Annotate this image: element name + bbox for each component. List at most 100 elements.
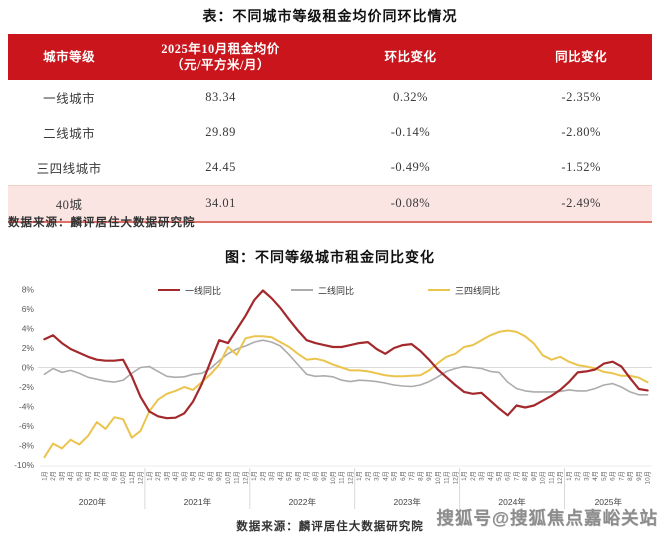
svg-text:-2%: -2% [19, 382, 35, 392]
svg-text:9月: 9月 [215, 471, 223, 481]
svg-text:6月: 6月 [294, 471, 302, 481]
svg-text:6%: 6% [22, 304, 35, 314]
cell-price: 24.45 [130, 150, 311, 186]
svg-text:2月: 2月 [469, 471, 477, 481]
header-city-tier: 城市等级 [8, 34, 131, 80]
svg-text:3月: 3月 [478, 471, 486, 481]
cell-yoy: -1.52% [510, 150, 652, 186]
legend-label-tier34: 三四线同比 [455, 285, 501, 296]
table-header-row: 城市等级 2025年10月租金均价 （元/平方米/月） 环比变化 同比变化 [8, 34, 652, 80]
chart-data-source: 数据来源：麟评居住大数据研究院 [236, 521, 424, 533]
series-line-2 [43, 329, 649, 459]
svg-text:7月: 7月 [303, 471, 311, 481]
svg-text:-4%: -4% [19, 402, 35, 412]
table-data-source: 数据来源：麟评居住大数据研究院 [8, 217, 196, 229]
svg-text:11月: 11月 [233, 471, 241, 484]
svg-text:1月: 1月 [145, 471, 153, 481]
svg-text:2020年: 2020年 [79, 497, 107, 507]
svg-text:10月: 10月 [644, 471, 652, 484]
cell-tier: 40城 [8, 185, 131, 222]
svg-text:2023年: 2023年 [393, 497, 421, 507]
svg-text:5月: 5月 [390, 471, 398, 481]
cell-yoy: -2.35% [510, 80, 652, 115]
header-avg-rent-line1: 2025年10月租金均价 [161, 42, 280, 56]
svg-text:12月: 12月 [556, 471, 564, 484]
cell-tier: 一线城市 [8, 80, 131, 115]
svg-text:0%: 0% [22, 363, 35, 373]
svg-text:5月: 5月 [600, 471, 608, 481]
cell-yoy: -2.49% [510, 185, 652, 222]
svg-text:12月: 12月 [137, 471, 145, 484]
svg-text:9月: 9月 [320, 471, 328, 481]
svg-text:2%: 2% [22, 343, 35, 353]
chart-title: 图：不同等级城市租金同比变化 [225, 251, 435, 266]
svg-text:4月: 4月 [172, 471, 180, 481]
svg-text:8月: 8月 [626, 471, 634, 481]
svg-text:10月: 10月 [329, 471, 337, 484]
y-axis-ticks: 8% 6% 4% 2% 0% -2% -4% -6% -8% -10% [14, 285, 34, 471]
year-separators [144, 468, 565, 509]
svg-text:3月: 3月 [582, 471, 590, 481]
svg-text:5月: 5月 [180, 471, 188, 481]
cell-mom: 0.32% [310, 80, 511, 115]
cell-price: 29.89 [130, 115, 311, 150]
svg-text:10月: 10月 [224, 471, 232, 484]
svg-text:4月: 4月 [67, 471, 75, 481]
svg-text:9月: 9月 [530, 471, 538, 481]
series-line-1 [43, 339, 649, 396]
svg-text:2月: 2月 [154, 471, 162, 481]
svg-text:4月: 4月 [486, 471, 494, 481]
series-line-0 [43, 289, 649, 420]
cell-mom: -0.08% [310, 185, 511, 222]
svg-text:9月: 9月 [635, 471, 643, 481]
svg-text:1月: 1月 [565, 471, 573, 481]
legend-item-tier2: 二线同比 [291, 284, 354, 296]
table-row-tier2: 二线城市 29.89 -0.14% -2.80% [8, 115, 652, 150]
svg-text:5月: 5月 [495, 471, 503, 481]
cell-tier: 二线城市 [8, 115, 131, 150]
svg-text:12月: 12月 [451, 471, 459, 484]
svg-text:7月: 7月 [408, 471, 416, 481]
svg-text:6月: 6月 [399, 471, 407, 481]
legend-dash-tier1-icon [158, 288, 180, 292]
svg-text:2022年: 2022年 [289, 497, 317, 507]
svg-text:8月: 8月 [102, 471, 110, 481]
header-avg-rent-line2: （元/平方米/月） [171, 58, 270, 72]
cell-mom: -0.49% [310, 150, 511, 186]
svg-text:8月: 8月 [416, 471, 424, 481]
svg-text:11月: 11月 [547, 471, 555, 484]
svg-text:6月: 6月 [609, 471, 617, 481]
legend-dash-tier34-icon [428, 288, 450, 292]
svg-text:10月: 10月 [119, 471, 127, 484]
svg-text:6月: 6月 [189, 471, 197, 481]
chart-canvas: 8% 6% 4% 2% 0% -2% -4% -6% -8% -10% 2020年 2021年 2022… [14, 285, 652, 509]
cell-yoy: -2.80% [510, 115, 652, 150]
svg-text:2月: 2月 [574, 471, 582, 481]
svg-text:2021年: 2021年 [184, 497, 212, 507]
svg-text:7月: 7月 [512, 471, 520, 481]
svg-text:3月: 3月 [163, 471, 171, 481]
svg-text:12月: 12月 [241, 471, 249, 484]
svg-text:3月: 3月 [268, 471, 276, 481]
svg-text:1月: 1月 [460, 471, 468, 481]
svg-text:9月: 9月 [425, 471, 433, 481]
svg-text:1月: 1月 [250, 471, 258, 481]
table-row-tier1: 一线城市 83.34 0.32% -2.35% [8, 80, 652, 115]
svg-text:7月: 7月 [198, 471, 206, 481]
svg-text:7月: 7月 [93, 471, 101, 481]
svg-text:8月: 8月 [521, 471, 529, 481]
svg-text:4%: 4% [22, 324, 35, 334]
x-axis-year-labels: 2020年 2021年 2022年 2023年 2024年 2025年 [79, 497, 623, 507]
svg-text:1月: 1月 [355, 471, 363, 481]
svg-text:8月: 8月 [206, 471, 214, 481]
table-row-tier34: 三四线城市 24.45 -0.49% -1.52% [8, 150, 652, 186]
svg-text:11月: 11月 [128, 471, 136, 484]
cell-mom: -0.14% [310, 115, 511, 150]
svg-text:8月: 8月 [311, 471, 319, 481]
svg-text:1月: 1月 [40, 471, 48, 481]
svg-text:11月: 11月 [443, 471, 451, 484]
svg-text:3月: 3月 [373, 471, 381, 481]
legend-label-tier1: 一线同比 [185, 285, 222, 296]
svg-text:8%: 8% [22, 285, 35, 295]
svg-text:9月: 9月 [110, 471, 118, 481]
